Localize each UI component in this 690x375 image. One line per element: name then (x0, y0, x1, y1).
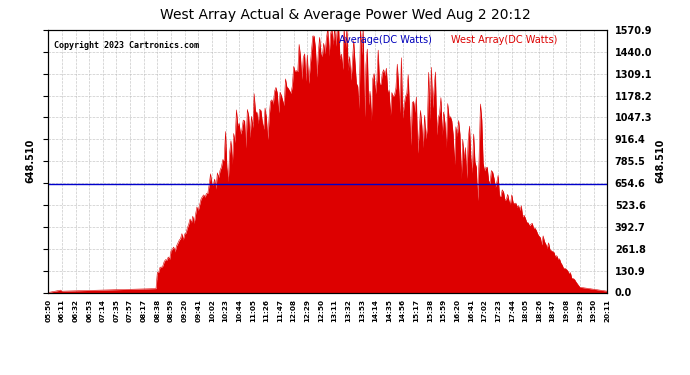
Y-axis label: 648.510: 648.510 (656, 139, 665, 183)
Text: West Array(DC Watts): West Array(DC Watts) (451, 35, 557, 45)
Text: Copyright 2023 Cartronics.com: Copyright 2023 Cartronics.com (54, 40, 199, 50)
Text: West Array Actual & Average Power Wed Aug 2 20:12: West Array Actual & Average Power Wed Au… (159, 8, 531, 21)
Y-axis label: 648.510: 648.510 (26, 139, 36, 183)
Text: Average(DC Watts): Average(DC Watts) (339, 35, 432, 45)
